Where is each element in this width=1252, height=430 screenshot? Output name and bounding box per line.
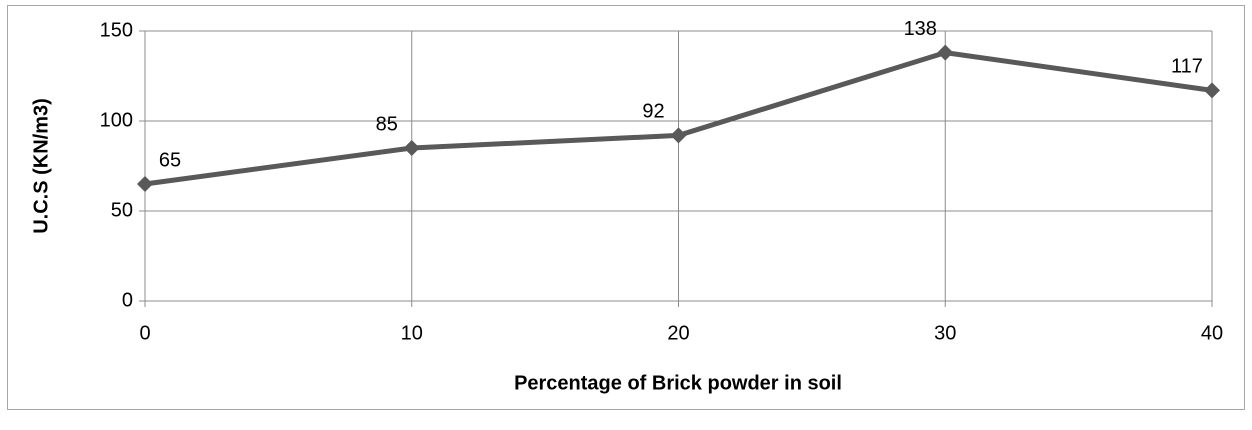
data-point [1204,82,1220,99]
data-point [403,140,420,156]
y-tick-label: 150 [100,19,133,41]
x-axis-title: Percentage of Brick powder in soil [514,372,842,394]
y-tick-label: 50 [111,199,133,221]
x-tick-label: 0 [139,322,150,344]
chart-border [7,5,1245,410]
x-tick-label: 30 [934,322,956,344]
y-tick-label: 100 [100,109,133,131]
x-tick-label: 20 [667,322,689,344]
data-label: 65 [159,149,181,171]
data-label: 117 [1171,56,1203,78]
data-point [670,127,687,144]
y-tick-label: 0 [122,289,133,311]
y-axis-title: U.C.S (KN/m3) [30,98,52,234]
x-tick-label: 10 [401,322,423,344]
data-point [937,44,954,61]
data-label: 138 [904,18,937,40]
x-tick-label: 40 [1201,322,1223,344]
data-label: 92 [642,101,664,123]
data-point [137,176,153,192]
data-label: 85 [376,113,398,135]
